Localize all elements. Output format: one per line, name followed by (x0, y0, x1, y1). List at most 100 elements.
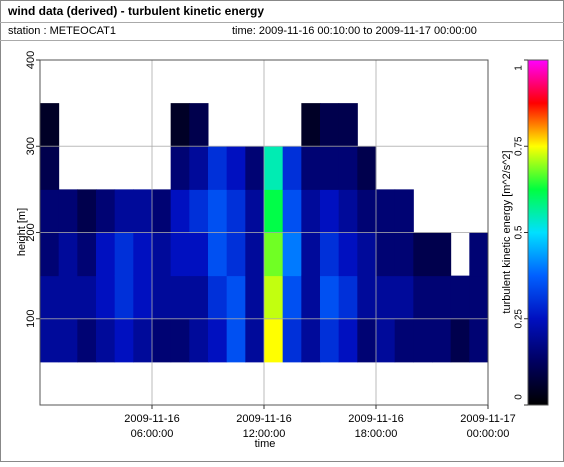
heat-cell (282, 189, 302, 233)
heat-cell (40, 103, 60, 147)
heat-cell (245, 189, 265, 233)
heat-cell (357, 275, 377, 320)
heat-cell (320, 232, 340, 277)
heat-cell (133, 275, 153, 320)
heat-cell (245, 146, 265, 190)
heat-cell (189, 275, 209, 320)
heat-cell (320, 103, 340, 147)
heat-cell (282, 275, 302, 320)
y-tick-label: 400 (25, 51, 37, 69)
heat-cell (114, 232, 134, 277)
heat-cell (338, 189, 358, 233)
heat-cell (133, 189, 153, 233)
heat-cell (77, 275, 97, 320)
heat-cell (189, 189, 209, 233)
x-tick-label: 2009-11-16 06:00:00 (124, 413, 179, 440)
heat-cell (40, 146, 60, 190)
heat-cell (394, 275, 414, 320)
heat-cell (152, 232, 172, 277)
colorbar-tick-label: 0 (514, 394, 525, 400)
heat-cell (432, 232, 452, 277)
heat-cell (77, 189, 97, 233)
x-axis-label: time (255, 438, 276, 450)
heat-cell (413, 232, 433, 277)
heat-cell (469, 232, 489, 277)
heat-cell (338, 318, 358, 363)
heat-cell (394, 232, 414, 277)
heat-cell (152, 318, 172, 363)
station: station : METEOCAT1 (8, 25, 116, 37)
heat-cell (208, 275, 228, 320)
heat-cell (170, 146, 190, 190)
heat-cell (170, 103, 190, 147)
heat-cell (469, 275, 489, 320)
heat-cell (58, 275, 78, 320)
colorbar-tick-label: 0.75 (514, 136, 525, 156)
colorbar (527, 59, 549, 406)
heat-cell (301, 189, 321, 233)
heat-cell (40, 189, 60, 233)
heat-cell (40, 232, 60, 277)
heat-cell (245, 232, 265, 277)
colorbar-tick-label: 0.25 (514, 309, 525, 329)
x-tick-label: 2009-11-16 12:00:00 (236, 413, 291, 440)
heat-cell (301, 275, 321, 320)
heat-cell (282, 146, 302, 190)
chart-title: wind data (derived) - turbulent kinetic … (7, 4, 264, 18)
heat-cell (58, 189, 78, 233)
heat-cell (208, 318, 228, 363)
heat-cell (96, 189, 116, 233)
heat-cell (338, 232, 358, 277)
heat-cell (338, 103, 358, 147)
heat-cell (264, 232, 284, 277)
heat-cell (226, 146, 246, 190)
heat-cell (114, 318, 134, 363)
heat-cell (376, 189, 396, 233)
heat-cell (264, 189, 284, 233)
heat-cell (301, 318, 321, 363)
heat-cell (226, 189, 246, 233)
heat-cell (208, 146, 228, 190)
heat-cell (114, 275, 134, 320)
colorbar-label: turbulent kinetic energy [m^2/s^2] (501, 150, 513, 313)
heat-cell (170, 232, 190, 277)
heat-cell (133, 318, 153, 363)
heat-cell (226, 318, 246, 363)
heat-cell (170, 275, 190, 320)
colorbar-tick-label: 1 (514, 65, 525, 71)
heat-cell (394, 189, 414, 233)
heat-cell (376, 275, 396, 320)
heat-cell (96, 275, 116, 320)
heat-cell (208, 189, 228, 233)
heat-cell (469, 318, 489, 363)
heat-cell (357, 318, 377, 363)
heat-cell (264, 146, 284, 190)
heat-cell (96, 232, 116, 277)
y-axis-label: height [m] (16, 208, 28, 256)
heat-cell (189, 232, 209, 277)
heat-cell (357, 189, 377, 233)
heat-cell (413, 275, 433, 320)
heat-cell (320, 189, 340, 233)
heat-cell (264, 318, 284, 363)
heat-cell (357, 146, 377, 190)
heat-cell (40, 318, 60, 363)
heat-cell (226, 275, 246, 320)
heat-cell (226, 232, 246, 277)
heat-cell (96, 318, 116, 363)
y-tick-label: 100 (25, 310, 37, 328)
y-tick-label: 200 (25, 223, 37, 241)
heat-cell (282, 232, 302, 277)
heat-cell (338, 275, 358, 320)
heat-cell (450, 318, 470, 363)
heat-cell (245, 318, 265, 363)
heat-cell (338, 146, 358, 190)
heat-cell (208, 232, 228, 277)
heat-cell (320, 318, 340, 363)
heat-cell (301, 146, 321, 190)
heat-cell (394, 318, 414, 363)
heat-cell (376, 232, 396, 277)
heat-cell (264, 275, 284, 320)
heat-cell (77, 318, 97, 363)
